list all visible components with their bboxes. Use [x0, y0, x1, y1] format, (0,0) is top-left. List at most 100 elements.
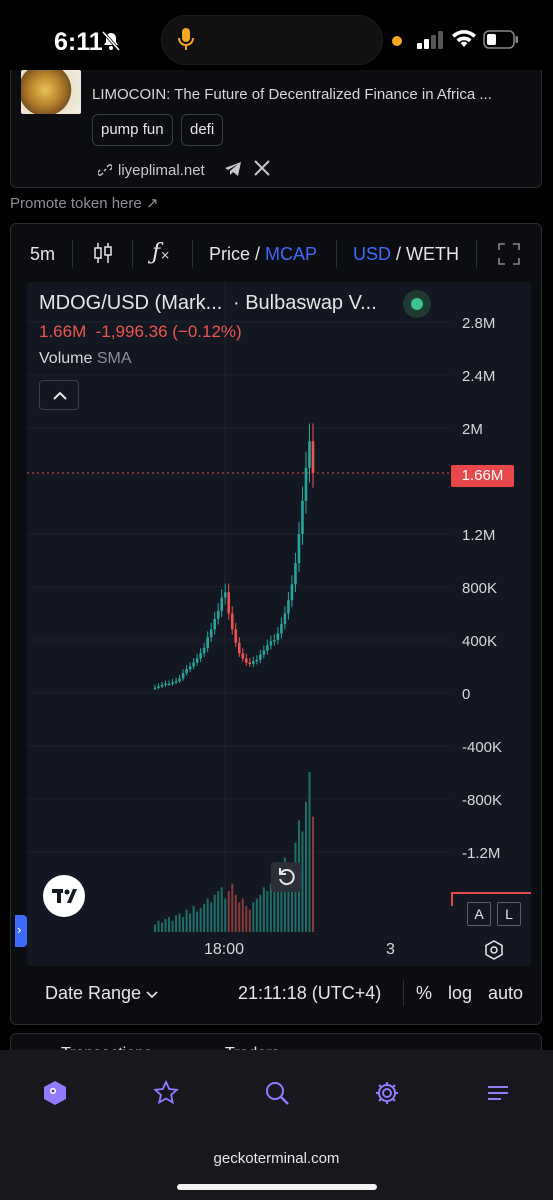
volume-bar	[255, 898, 258, 932]
live-indicator-dot	[411, 298, 423, 310]
candle-body	[209, 629, 213, 638]
tradingview-logo[interactable]	[43, 875, 85, 917]
volume-bar	[280, 872, 283, 932]
auto-scale-button[interactable]: A	[467, 902, 491, 926]
promote-token-link[interactable]: Promote token here ↗	[10, 195, 159, 212]
search-icon[interactable]	[264, 1080, 290, 1106]
tag-pump-fun[interactable]: pump fun	[92, 114, 173, 146]
volume-bar	[182, 917, 185, 932]
volume-bar	[210, 902, 213, 932]
volume-bar	[220, 887, 223, 932]
watchlist-star-icon[interactable]	[153, 1080, 179, 1106]
browser-address-bar[interactable]	[0, 1136, 553, 1200]
candle-body	[262, 650, 266, 655]
volume-bar	[154, 924, 156, 932]
y-tick-label: 2.8M	[462, 315, 495, 332]
chart-settings-icon[interactable]	[484, 940, 504, 960]
reset-chart-button[interactable]	[271, 862, 301, 892]
time-label: 18:00	[204, 941, 245, 958]
collapse-legend-button[interactable]	[39, 380, 79, 410]
volume-bar	[224, 898, 227, 932]
fullscreen-icon[interactable]	[498, 243, 520, 265]
indicators-icon[interactable]: ƒ×	[152, 240, 171, 265]
candle-body	[174, 681, 178, 683]
volume-bar	[283, 857, 286, 932]
volume-bar	[199, 907, 202, 932]
website-link[interactable]: liyeplimal.net	[98, 160, 205, 180]
candles-icon[interactable]	[94, 242, 112, 264]
sma-label: SMA	[96, 350, 132, 367]
candle-body	[241, 653, 245, 659]
candle-body	[255, 659, 259, 662]
volume-bar	[171, 920, 174, 932]
x-twitter-icon[interactable]	[254, 160, 270, 176]
price-chart[interactable]: 2.8M 2.4M 2M 1.2M 800K 400K 0 -400K -800K -1.2M	[27, 282, 531, 966]
reset-icon	[279, 868, 295, 886]
menu-icon[interactable]	[485, 1080, 511, 1106]
y-tick-label: 2.4M	[462, 368, 495, 385]
candle-body	[192, 662, 195, 667]
candle-body	[213, 618, 216, 630]
price-mcap-toggle[interactable]: Price / MCAP	[209, 244, 318, 264]
percent-scale-button[interactable]: %	[416, 983, 433, 1003]
volume-bar	[196, 911, 199, 932]
telegram-icon[interactable]	[224, 161, 242, 177]
gecko-home-icon[interactable]	[42, 1080, 68, 1106]
tag-defi[interactable]: defi	[181, 114, 224, 146]
candle-body	[297, 534, 301, 564]
date-range-button[interactable]: Date Range	[45, 983, 158, 1004]
chevron-up-icon	[53, 391, 67, 400]
settings-gear-icon[interactable]	[374, 1080, 400, 1106]
volume-bar	[161, 922, 164, 932]
volume-bar	[290, 876, 293, 932]
volume-legend[interactable]: Volume SMA	[39, 350, 132, 368]
candle-body	[269, 641, 273, 646]
candle-body	[276, 633, 280, 640]
log-scale-button[interactable]: L	[497, 902, 521, 926]
candle-body	[195, 658, 199, 663]
y-tick-label: 800K	[462, 580, 497, 597]
volume-bar	[245, 905, 248, 932]
candle-body	[160, 685, 164, 687]
drawing-toolbar-toggle[interactable]: ›	[15, 915, 27, 947]
volume-bar	[276, 879, 279, 932]
candle-body	[290, 584, 294, 601]
website-label: liyeplimal.net	[118, 161, 205, 179]
volume-bar	[164, 918, 167, 932]
auto-scale-toggle[interactable]: auto	[488, 983, 524, 1003]
chevron-down-icon	[146, 991, 158, 999]
candle-body	[244, 658, 248, 663]
candle-body	[171, 682, 174, 684]
bottom-navigation	[0, 1050, 553, 1136]
volume-bar	[189, 913, 192, 932]
volume-bar	[266, 891, 269, 932]
volume-bar	[262, 887, 265, 932]
timezone-button[interactable]: 21:11:18 (UTC+4)	[238, 983, 382, 1003]
volume-bar	[248, 909, 251, 932]
candle-body	[301, 500, 304, 534]
pair-title[interactable]: MDOG/USD (Mark...	[39, 292, 223, 314]
time-label: 3	[386, 941, 395, 958]
volume-label: Volume	[39, 350, 93, 367]
volume-bar	[234, 894, 237, 932]
dynamic-island	[161, 15, 383, 65]
volume-bar	[217, 891, 220, 932]
y-tick-label: -1.2M	[462, 845, 500, 862]
volume-bar	[192, 905, 195, 932]
url-text[interactable]: geckoterminal.com	[213, 1150, 340, 1167]
candle-body	[294, 563, 297, 585]
log-scale-toggle[interactable]: log	[448, 983, 473, 1003]
tradingview-icon	[52, 889, 77, 903]
candle-body	[259, 654, 262, 660]
candle-body	[178, 678, 181, 682]
currency-toggle[interactable]: USD / WETH	[353, 244, 460, 264]
ohlc-values: 1.66M -1,996.36 (−0.12%)	[39, 322, 242, 342]
home-indicator[interactable]	[177, 1184, 377, 1190]
volume-bar	[241, 898, 244, 932]
interval-button[interactable]: 5m	[30, 244, 56, 264]
usd-label: USD	[353, 244, 392, 264]
battery-icon	[483, 30, 518, 49]
y-tick-label: 1.2M	[462, 527, 495, 544]
date-range-label: Date Range	[45, 983, 142, 1003]
candle-body	[234, 629, 238, 643]
